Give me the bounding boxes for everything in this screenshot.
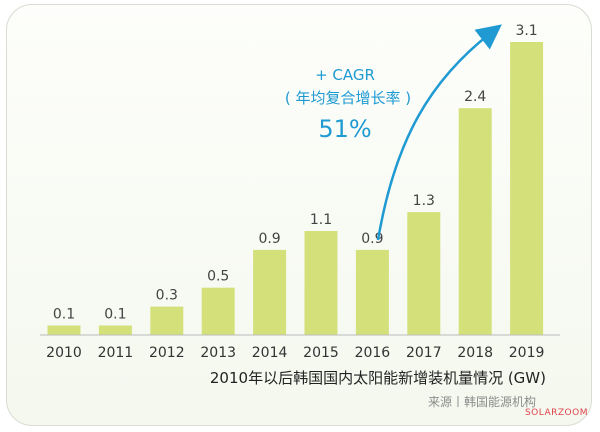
bar-value-labels: 0.1 0.10.30.50.91.10.91.32.43.1 (53, 23, 538, 323)
bar-value-label: 0.1 (53, 307, 75, 323)
bar-value-label: 0.5 (207, 269, 229, 285)
x-tick-label: 2018 (457, 345, 493, 361)
x-tick-label: 2015 (303, 345, 339, 361)
cagr-value: 51% (318, 115, 371, 143)
cagr-sublabel: ( 年均复合增长率 ) (285, 89, 411, 107)
bar-2016 (355, 249, 389, 335)
bar-2010 (47, 325, 81, 335)
bar-2011 (98, 325, 132, 335)
x-tick-label: 2014 (252, 345, 288, 361)
bar-value-label: 3.1 (515, 23, 537, 39)
cagr-label: + CAGR (315, 66, 375, 84)
watermark-logo: SOLARZOOM (524, 408, 588, 418)
bar-value-label: 0.9 (258, 231, 280, 247)
x-tick-label: 2012 (149, 345, 185, 361)
source-text: 来源丨韩国能源机构 (427, 395, 536, 409)
bar-2013 (201, 287, 235, 335)
bar-2015 (304, 231, 338, 335)
bar-2017 (407, 212, 441, 335)
x-tick-label: 2019 (509, 345, 545, 361)
bar-value-label: 1.3 (413, 193, 435, 209)
bar-2019 (510, 42, 544, 335)
x-tick-label: 2013 (200, 345, 236, 361)
cagr-arrow (376, 24, 502, 241)
bar-value-label: 0.1 (104, 307, 126, 323)
x-tick-label: 2011 (98, 345, 134, 361)
x-tick-label: 2016 (355, 345, 391, 361)
x-tick-label: 2017 (406, 345, 442, 361)
chart-title: 2010年以后韩国国内太阳能新增装机量情况 (GW) (209, 369, 546, 387)
bar-value-label: 0.3 (156, 288, 178, 304)
bar-2014 (253, 249, 287, 335)
bar-value-label: 2.4 (464, 89, 486, 105)
chart-panel (6, 4, 592, 426)
bar-2018 (458, 108, 492, 335)
bars (47, 42, 544, 335)
x-tick-label: 2010 (46, 345, 82, 361)
bar-value-label: 1.1 (310, 212, 332, 228)
bar-2012 (150, 306, 184, 335)
x-tick-labels: 2010 2011 2012 2013 2014 2015 2016 2017 2018 2019 (46, 345, 544, 361)
